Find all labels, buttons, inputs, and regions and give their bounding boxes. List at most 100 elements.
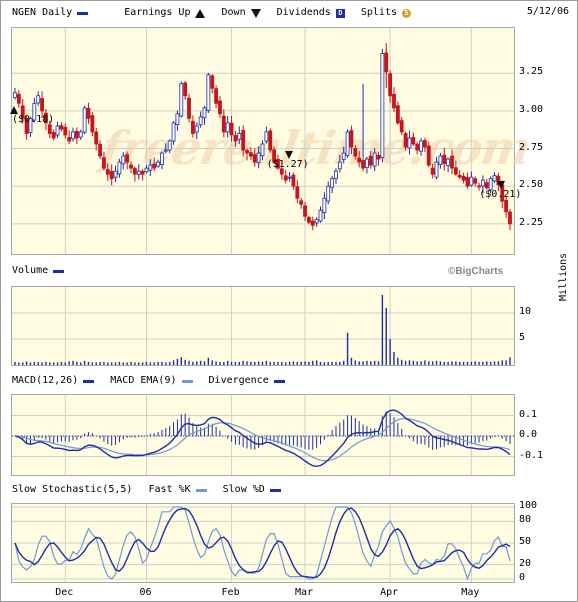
- candle-body: [426, 145, 431, 166]
- candle-body: [86, 107, 91, 119]
- price-panel: freerealtime.com: [11, 27, 534, 255]
- stoch-fast-swatch: [195, 488, 207, 492]
- dividend-icon: D: [335, 8, 345, 18]
- candle-body: [318, 209, 323, 222]
- candle-body: [399, 120, 404, 133]
- candle-body: [465, 177, 470, 187]
- volume-bar: [404, 360, 407, 365]
- candle-body: [376, 154, 381, 160]
- candle-body: [78, 131, 83, 138]
- candle-body: [407, 137, 412, 149]
- volume-bar: [493, 361, 496, 365]
- candle-body: [129, 164, 133, 169]
- volume-bar: [60, 361, 63, 365]
- volume-bar: [339, 361, 341, 365]
- earnings-up-label: Earnings Up: [124, 7, 191, 18]
- candle-body: [183, 82, 188, 97]
- candle-body: [337, 161, 342, 170]
- earnings-annotation: ($0.21): [479, 189, 522, 201]
- triangle-down-icon: [250, 8, 261, 18]
- candle-body: [368, 155, 373, 166]
- candle-body: [453, 167, 458, 175]
- candle-body: [349, 130, 354, 148]
- volume-bar: [312, 360, 314, 365]
- candle-body: [51, 132, 56, 139]
- candle-body: [430, 167, 435, 175]
- volume-bar: [242, 360, 244, 365]
- volume-bar: [370, 361, 372, 365]
- volume-bar: [273, 361, 275, 365]
- candle-body: [287, 176, 292, 179]
- volume-tick-label: 5: [519, 332, 526, 343]
- volume-bar: [176, 358, 179, 365]
- candle-body: [59, 125, 64, 130]
- volume-chart: [12, 287, 514, 365]
- candle-body: [102, 157, 106, 169]
- candle-body: [256, 152, 261, 163]
- candle-body: [28, 118, 33, 133]
- volume-bar: [246, 361, 248, 365]
- volume-bar: [18, 362, 20, 365]
- volume-bar: [226, 360, 229, 365]
- candle-body: [264, 131, 269, 142]
- candle-body: [291, 174, 296, 187]
- candle-body: [469, 176, 474, 186]
- candle-body: [477, 185, 481, 188]
- candle-body: [492, 175, 497, 182]
- volume-bar: [22, 362, 24, 365]
- macd-panel: [11, 394, 515, 476]
- volume-bar: [319, 361, 322, 365]
- candle-body: [334, 170, 338, 180]
- volume-bar: [459, 361, 461, 365]
- volume-bar: [466, 361, 469, 365]
- volume-bar: [122, 362, 124, 365]
- volume-bar: [509, 357, 511, 365]
- candle-body: [442, 154, 447, 164]
- candle-body: [167, 140, 172, 151]
- macd-tick-label: 0.0: [519, 429, 538, 441]
- stoch-title: Slow Stochastic(5,5): [12, 484, 133, 495]
- volume-bar: [300, 361, 302, 365]
- volume-bar: [470, 361, 473, 365]
- volume-unit-label: Millions: [558, 252, 569, 301]
- candle-body: [322, 197, 327, 213]
- volume-bar: [362, 361, 364, 365]
- candle-body: [419, 140, 423, 152]
- volume-bar: [230, 361, 233, 365]
- chart-header: NGEN Daily Earnings Up Down Dividends D S…: [12, 6, 411, 20]
- candle-body: [179, 83, 184, 117]
- volume-bar: [192, 361, 194, 365]
- triangle-up-icon: [195, 8, 206, 18]
- price-series-swatch: [77, 11, 89, 15]
- volume-bar: [478, 361, 480, 365]
- candle-body: [446, 158, 451, 167]
- candle-body: [82, 107, 87, 133]
- candle-body: [198, 116, 203, 126]
- candle-body: [345, 131, 350, 156]
- volume-bar: [130, 361, 132, 365]
- volume-bar: [207, 357, 210, 365]
- split-icon: S: [401, 8, 411, 18]
- volume-bar: [49, 362, 51, 365]
- candle-body: [260, 143, 265, 157]
- volume-bar: [41, 362, 43, 365]
- volume-bar: [215, 361, 217, 365]
- volume-bar: [52, 362, 55, 365]
- candle-body: [279, 168, 284, 175]
- volume-bar: [385, 307, 387, 365]
- volume-bar: [285, 362, 287, 365]
- volume-bar: [420, 361, 422, 365]
- volume-bar: [118, 361, 121, 365]
- candle-body: [144, 167, 149, 173]
- volume-bar: [141, 362, 144, 365]
- volume-bar: [211, 360, 213, 365]
- candle-body: [109, 170, 114, 180]
- candle-body: [221, 115, 226, 133]
- macd-header: MACD(12,26) MACD EMA(9) Divergence: [12, 374, 285, 388]
- volume-bar: [219, 361, 221, 365]
- volume-bar: [443, 361, 445, 365]
- chart-date: 5/12/06: [526, 6, 569, 17]
- volume-bar: [462, 361, 465, 365]
- candle-body: [90, 115, 95, 133]
- x-tick-label: Mar: [295, 587, 314, 598]
